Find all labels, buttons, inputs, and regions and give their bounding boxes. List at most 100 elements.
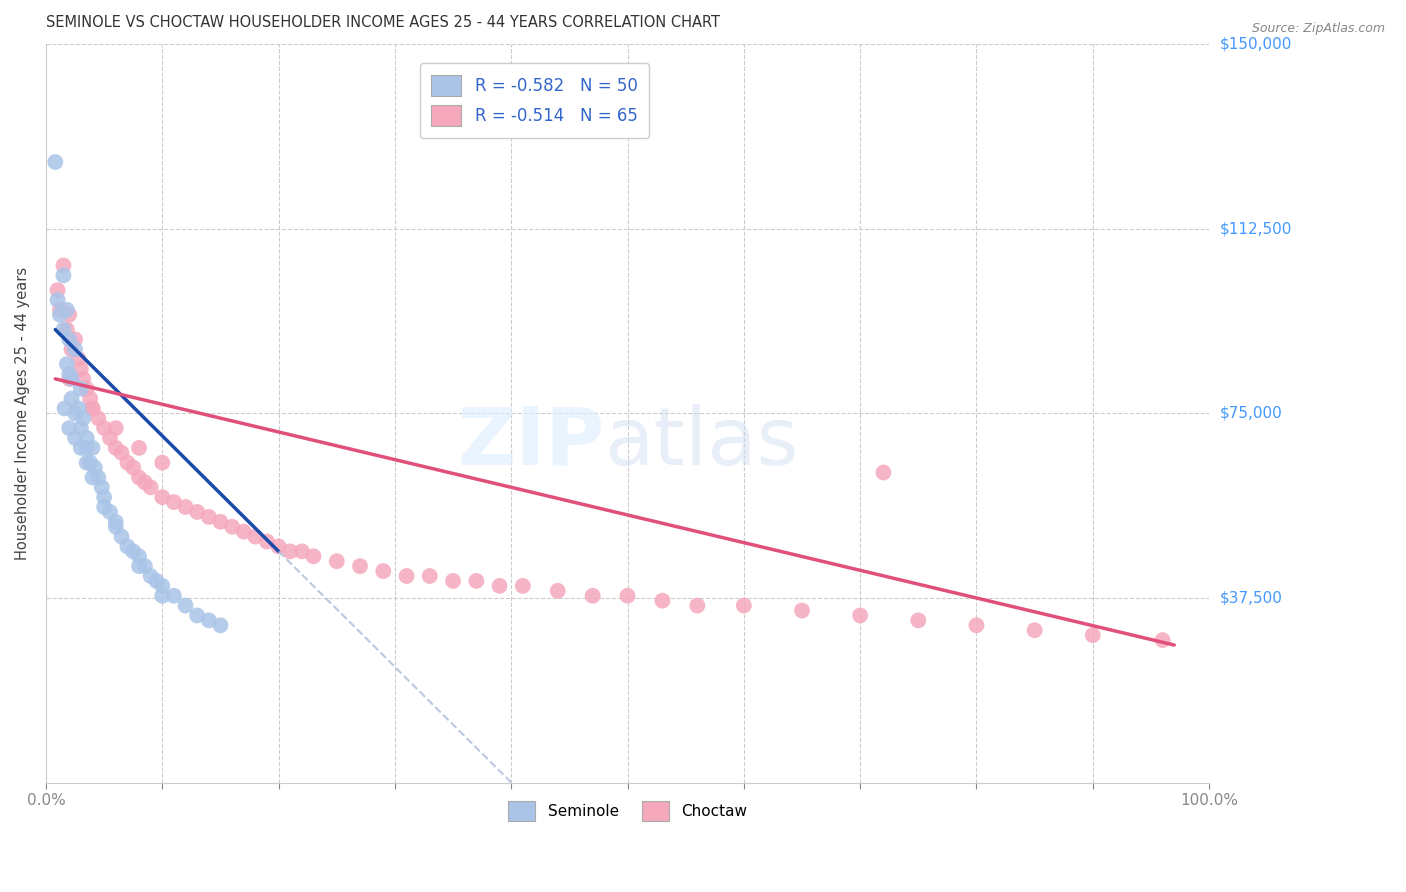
Point — [150, 456, 173, 470]
Legend: Seminole, Choctaw: Seminole, Choctaw — [502, 796, 754, 827]
Point — [128, 559, 150, 574]
Point — [82, 470, 104, 484]
Point — [245, 530, 267, 544]
Point — [198, 613, 221, 627]
Point — [198, 509, 221, 524]
Point — [150, 490, 173, 504]
Point — [63, 406, 86, 420]
Point — [547, 583, 569, 598]
Point — [90, 480, 112, 494]
Point — [98, 505, 121, 519]
Point — [232, 524, 254, 539]
Point — [110, 446, 132, 460]
Point — [52, 268, 75, 283]
Point — [1152, 633, 1174, 648]
Point — [76, 441, 98, 455]
Point — [441, 574, 464, 588]
Point — [104, 421, 127, 435]
Point — [44, 155, 66, 169]
Point — [49, 308, 72, 322]
Point — [122, 460, 145, 475]
Point — [56, 357, 79, 371]
Point — [582, 589, 605, 603]
Point — [163, 495, 186, 509]
Point — [53, 401, 76, 416]
Point — [82, 441, 104, 455]
Point — [907, 613, 929, 627]
Point — [174, 599, 197, 613]
Point — [373, 564, 395, 578]
Point — [221, 519, 243, 533]
Point — [70, 362, 93, 376]
Point — [256, 534, 278, 549]
Point — [104, 441, 127, 455]
Point — [58, 372, 80, 386]
Point — [488, 579, 510, 593]
Point — [104, 515, 127, 529]
Point — [56, 322, 79, 336]
Point — [83, 460, 105, 475]
Point — [49, 302, 72, 317]
Text: Source: ZipAtlas.com: Source: ZipAtlas.com — [1251, 22, 1385, 36]
Point — [56, 302, 79, 317]
Point — [60, 372, 83, 386]
Point — [46, 293, 69, 307]
Point — [82, 401, 104, 416]
Point — [616, 589, 638, 603]
Text: atlas: atlas — [605, 404, 799, 482]
Point — [63, 431, 86, 445]
Point — [93, 490, 115, 504]
Point — [76, 382, 98, 396]
Point — [76, 456, 98, 470]
Point — [70, 382, 93, 396]
Point — [93, 421, 115, 435]
Point — [1081, 628, 1104, 642]
Point — [79, 392, 101, 406]
Point — [267, 540, 290, 554]
Text: $75,000: $75,000 — [1220, 406, 1282, 421]
Point — [419, 569, 441, 583]
Point — [58, 367, 80, 381]
Point — [395, 569, 418, 583]
Point — [63, 333, 86, 347]
Point — [63, 343, 86, 357]
Point — [58, 308, 80, 322]
Point — [70, 421, 93, 435]
Point — [117, 540, 139, 554]
Point — [134, 559, 156, 574]
Point — [209, 618, 232, 632]
Text: $150,000: $150,000 — [1220, 37, 1292, 51]
Point — [76, 431, 98, 445]
Point — [174, 500, 197, 514]
Point — [302, 549, 325, 564]
Point — [128, 441, 150, 455]
Point — [145, 574, 167, 588]
Point — [139, 569, 162, 583]
Y-axis label: Householder Income Ages 25 - 44 years: Householder Income Ages 25 - 44 years — [15, 267, 30, 560]
Point — [72, 372, 94, 386]
Point — [79, 456, 101, 470]
Point — [1024, 624, 1046, 638]
Point — [110, 530, 132, 544]
Point — [82, 401, 104, 416]
Point — [966, 618, 988, 632]
Point — [87, 411, 110, 425]
Point — [291, 544, 314, 558]
Point — [98, 431, 121, 445]
Point — [186, 608, 208, 623]
Point — [128, 549, 150, 564]
Point — [52, 322, 75, 336]
Point — [87, 470, 110, 484]
Point — [278, 544, 301, 558]
Point — [70, 441, 93, 455]
Point — [465, 574, 488, 588]
Point — [67, 352, 90, 367]
Point — [326, 554, 349, 568]
Point — [46, 283, 69, 297]
Point — [790, 603, 813, 617]
Point — [52, 259, 75, 273]
Point — [60, 392, 83, 406]
Point — [104, 519, 127, 533]
Text: $37,500: $37,500 — [1220, 591, 1284, 606]
Point — [72, 411, 94, 425]
